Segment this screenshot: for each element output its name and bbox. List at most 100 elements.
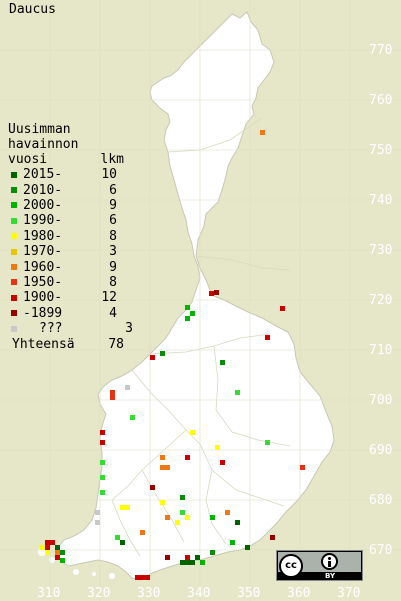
legend-row: 2000- 9 [8,198,140,213]
legend-row: 1980- 8 [8,229,140,244]
observation-point [60,550,65,555]
observation-point [100,475,105,480]
observation-point [280,306,285,311]
observation-point [110,390,115,395]
observation-point [214,290,219,295]
observation-point [45,545,50,550]
cc-by-license-badge[interactable]: cc BY [276,550,363,581]
legend-col-count: lkm [100,152,124,167]
observation-point [55,550,60,555]
observation-point [210,515,215,520]
observation-point [100,490,105,495]
observation-point [190,311,195,316]
legend-row: 1950- 8 [8,275,140,290]
observation-point [135,575,140,580]
northing-label: 690 [369,443,392,458]
legend-row: -1899 4 [8,306,140,321]
northing-label: 770 [369,43,392,58]
easting-label: 350 [237,586,260,601]
island [92,572,96,576]
legend-swatch [11,202,17,209]
legend-count: 8 [109,274,117,290]
northing-label: 730 [369,243,392,258]
observation-point [40,545,45,550]
observation-point [125,385,130,390]
legend-heading-line: havainnon [8,137,79,152]
observation-point [270,535,275,540]
observation-point [185,316,190,321]
legend-rows: 2015- 10 2010- 6 2000- 9 1990- 6 1980- 8 1970- 3 196… [8,167,140,336]
legend-count: 3 [125,321,133,337]
legend-swatch [11,171,17,178]
observations [40,130,305,580]
legend-period: -1899 [23,305,63,321]
legend-period: 2010- [23,182,63,198]
legend-period: 1960- [23,259,63,275]
easting-label: 360 [287,586,310,601]
legend-total-count: 78 [108,337,124,353]
legend-period: 1980- [23,228,63,244]
northing-label: 740 [369,193,392,208]
legend-swatch [11,248,17,255]
legend-row: 2010- 6 [8,182,140,198]
legend-count: 3 [109,244,117,260]
observation-point [100,440,105,445]
observation-point [185,305,190,310]
legend-swatch [11,310,17,317]
observation-point [220,460,225,465]
northing-label: 710 [369,343,392,358]
observation-point [209,291,214,296]
observation-point [130,415,135,420]
observation-point [140,575,145,580]
observation-point [215,445,220,450]
observation-point [160,500,165,505]
observation-point [45,550,50,555]
observation-point [55,555,60,560]
observation-point [120,505,125,510]
legend-total-label: Yhteensä [12,337,75,353]
observation-point [180,495,185,500]
legend-swatch [11,264,17,271]
northing-label: 700 [369,393,392,408]
observation-point [220,360,225,365]
easting-label: 320 [87,586,110,601]
observation-point [55,545,60,550]
legend-period: 1970- [23,244,63,260]
easting-label: 340 [187,586,210,601]
observation-point [150,355,155,360]
legend-row: ??? 3 [8,321,140,336]
legend-row: 1970- 3 [8,244,140,259]
easting-label: 370 [337,586,360,601]
northing-label: 750 [369,143,392,158]
legend-count: 6 [109,213,117,229]
legend: Uusimman havainnon vuosi lkm 2015- 10 2010… [8,122,140,352]
legend-period: 1990- [23,213,63,229]
legend-row: 1990- 6 [8,213,140,228]
observation-point [210,550,215,555]
legend-row: 2015- 10 [8,167,140,182]
observation-point [100,460,105,465]
legend-column-header: vuosi lkm [8,152,124,167]
legend-period: 1900- [23,290,63,306]
observation-point [125,505,130,510]
observation-point [180,510,185,515]
island [49,557,55,563]
observation-point [165,555,170,560]
legend-count: 6 [109,182,117,198]
observation-point [160,455,165,460]
observation-point [100,430,105,435]
observation-point [110,395,115,400]
legend-count: 9 [109,197,117,213]
island [73,569,79,575]
legend-total: Yhteensä 78 [8,337,140,352]
observation-point [185,555,190,560]
observation-point [185,515,190,520]
legend-count: 8 [109,228,117,244]
legend-col-year: vuosi [8,152,48,167]
legend-count: 10 [101,167,117,183]
country-outline [55,11,335,581]
observation-point [260,130,265,135]
easting-axis: 310 320 330 340 350 360 370 [37,586,360,601]
northing-label: 720 [369,293,392,308]
